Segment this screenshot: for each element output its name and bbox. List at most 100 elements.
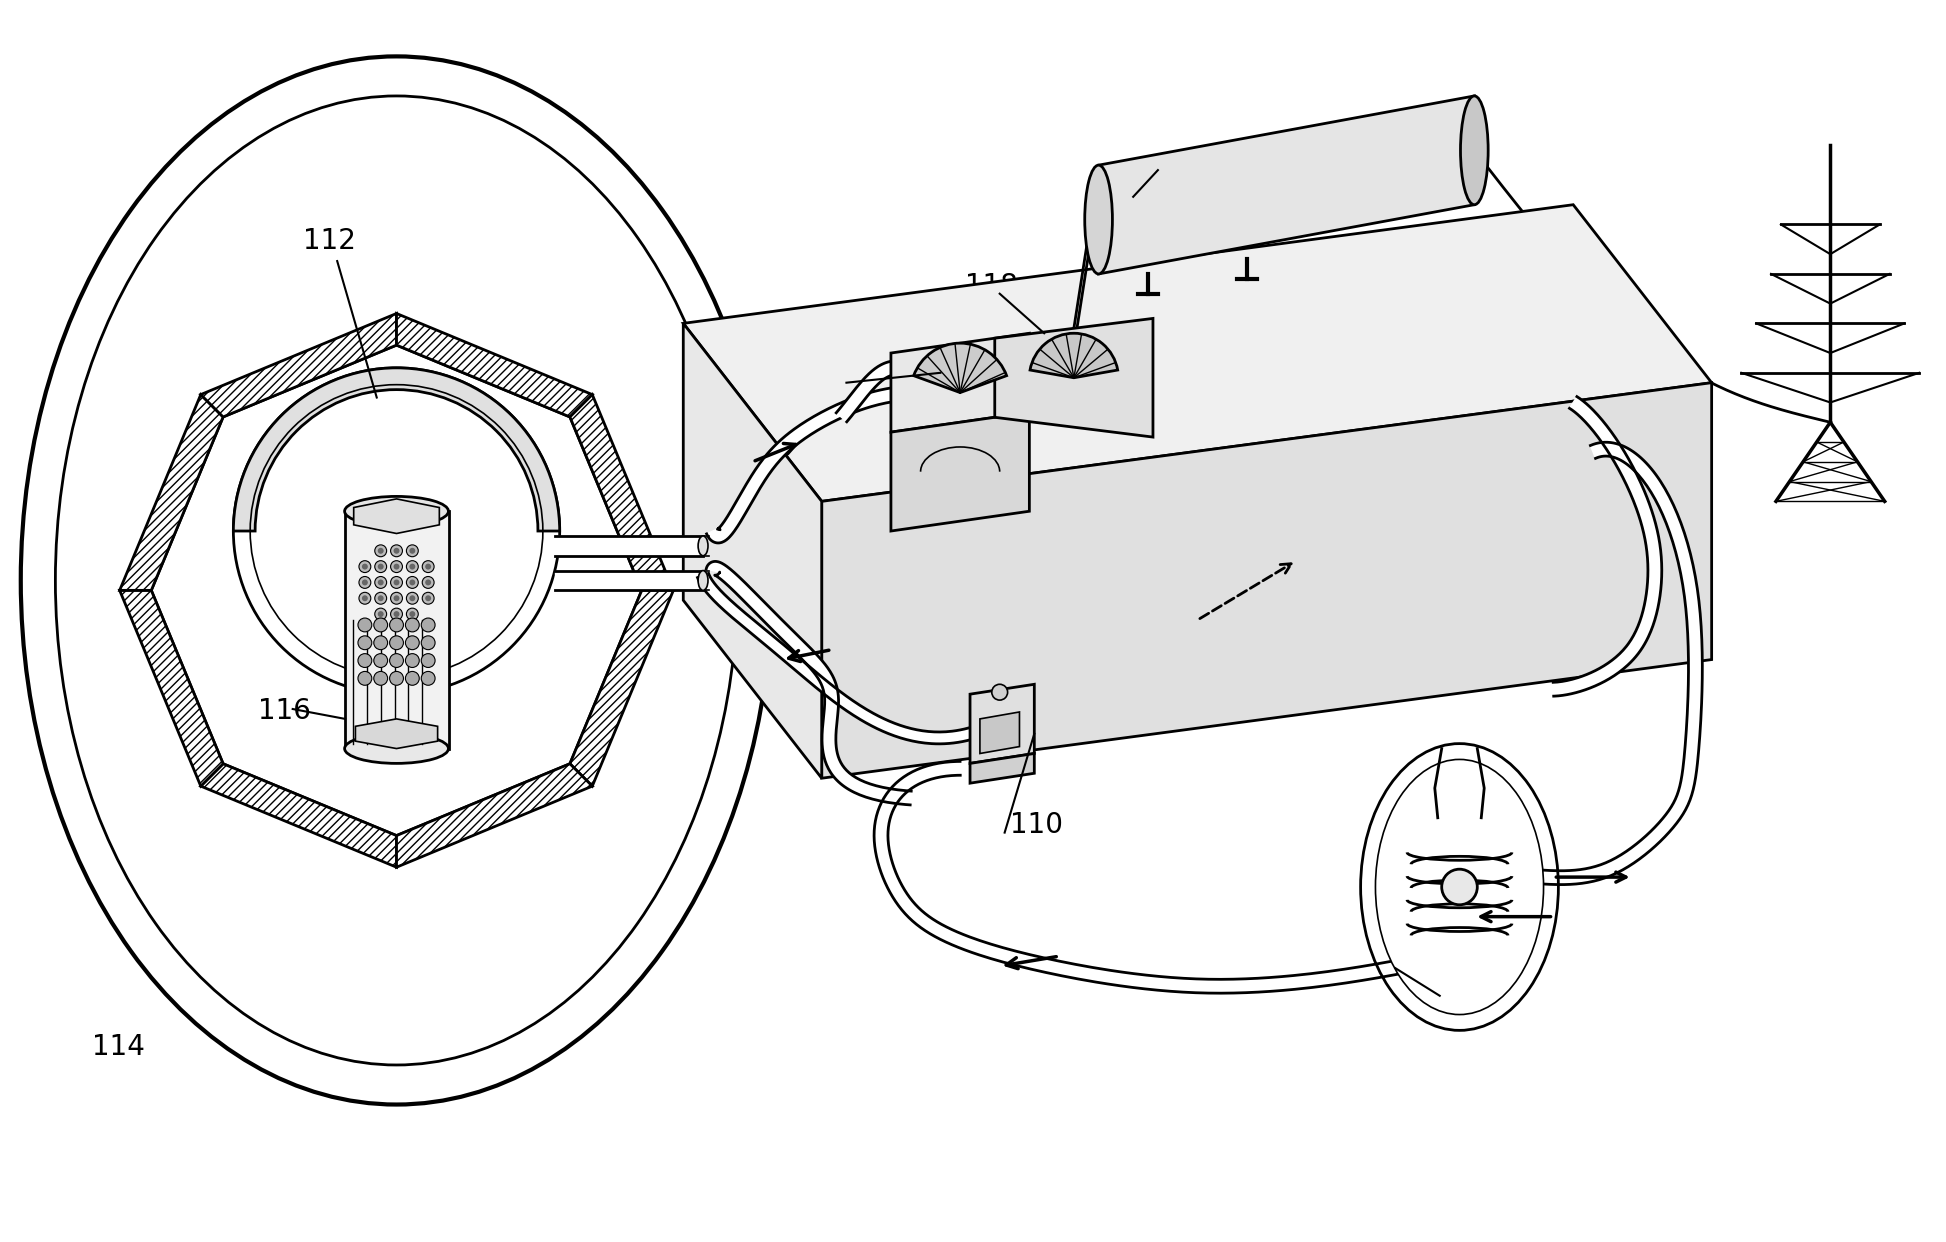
Polygon shape — [356, 719, 438, 749]
Ellipse shape — [344, 497, 448, 527]
Circle shape — [378, 611, 383, 617]
Wedge shape — [234, 368, 560, 532]
Circle shape — [424, 595, 432, 601]
Polygon shape — [555, 537, 703, 555]
Circle shape — [358, 636, 372, 650]
Circle shape — [409, 564, 414, 570]
Text: 114: 114 — [91, 1033, 144, 1061]
Polygon shape — [119, 590, 224, 786]
Circle shape — [389, 653, 403, 667]
Ellipse shape — [1084, 165, 1113, 274]
Circle shape — [420, 636, 436, 650]
Polygon shape — [1027, 386, 1074, 409]
Circle shape — [358, 592, 372, 604]
Circle shape — [376, 545, 387, 556]
Circle shape — [393, 580, 399, 585]
Circle shape — [389, 619, 403, 632]
Circle shape — [1442, 869, 1477, 904]
Polygon shape — [994, 318, 1152, 437]
Circle shape — [378, 548, 383, 554]
Text: 122: 122 — [1386, 954, 1438, 982]
Circle shape — [358, 672, 372, 686]
Circle shape — [420, 653, 436, 667]
Circle shape — [992, 684, 1008, 700]
Polygon shape — [981, 712, 1020, 754]
Polygon shape — [891, 333, 1029, 432]
Circle shape — [391, 576, 403, 589]
Circle shape — [409, 580, 414, 585]
Ellipse shape — [54, 96, 738, 1064]
Text: 116: 116 — [259, 697, 311, 725]
Text: 112: 112 — [302, 227, 356, 255]
Circle shape — [376, 609, 387, 620]
Circle shape — [409, 595, 414, 601]
Circle shape — [393, 595, 399, 601]
Circle shape — [420, 672, 436, 686]
Circle shape — [405, 619, 418, 632]
Text: 110: 110 — [1010, 811, 1063, 838]
Polygon shape — [969, 684, 1035, 764]
Circle shape — [358, 619, 372, 632]
Circle shape — [234, 368, 560, 694]
Circle shape — [405, 636, 418, 650]
Ellipse shape — [344, 734, 448, 764]
Polygon shape — [200, 313, 397, 417]
Circle shape — [376, 576, 387, 589]
Text: 120: 120 — [1099, 175, 1152, 202]
Circle shape — [407, 609, 418, 620]
Circle shape — [424, 564, 432, 570]
Circle shape — [374, 653, 387, 667]
Circle shape — [393, 564, 399, 570]
Circle shape — [393, 548, 399, 554]
Polygon shape — [706, 561, 911, 805]
Circle shape — [420, 619, 436, 632]
Circle shape — [422, 592, 434, 604]
Circle shape — [391, 560, 403, 573]
Polygon shape — [891, 412, 1029, 532]
Circle shape — [393, 611, 399, 617]
Polygon shape — [969, 754, 1035, 784]
Circle shape — [358, 653, 372, 667]
Circle shape — [374, 672, 387, 686]
Wedge shape — [1029, 333, 1117, 378]
Polygon shape — [1553, 396, 1662, 697]
Ellipse shape — [1360, 744, 1559, 1031]
Polygon shape — [837, 360, 973, 469]
Ellipse shape — [1461, 96, 1489, 205]
Circle shape — [362, 595, 368, 601]
Circle shape — [407, 560, 418, 573]
Circle shape — [422, 560, 434, 573]
Circle shape — [389, 636, 403, 650]
Circle shape — [374, 636, 387, 650]
Circle shape — [362, 580, 368, 585]
Polygon shape — [397, 764, 592, 867]
Polygon shape — [1448, 442, 1703, 884]
Circle shape — [409, 548, 414, 554]
Polygon shape — [683, 205, 1712, 502]
Circle shape — [389, 672, 403, 686]
Circle shape — [409, 611, 414, 617]
Circle shape — [251, 385, 543, 677]
Polygon shape — [697, 574, 971, 744]
Ellipse shape — [1376, 759, 1543, 1015]
Circle shape — [376, 560, 387, 573]
Circle shape — [405, 672, 418, 686]
Polygon shape — [821, 383, 1712, 779]
Circle shape — [374, 619, 387, 632]
Circle shape — [407, 576, 418, 589]
Circle shape — [391, 592, 403, 604]
Polygon shape — [200, 764, 397, 867]
Text: 118: 118 — [965, 272, 1018, 299]
Bar — [344, 512, 450, 749]
Polygon shape — [354, 499, 440, 534]
Circle shape — [422, 576, 434, 589]
Polygon shape — [570, 395, 673, 590]
Polygon shape — [706, 386, 969, 543]
Circle shape — [407, 545, 418, 556]
Circle shape — [358, 560, 372, 573]
Circle shape — [378, 564, 383, 570]
Wedge shape — [915, 343, 1006, 392]
Polygon shape — [1099, 96, 1475, 274]
Circle shape — [378, 595, 383, 601]
Polygon shape — [119, 395, 224, 590]
